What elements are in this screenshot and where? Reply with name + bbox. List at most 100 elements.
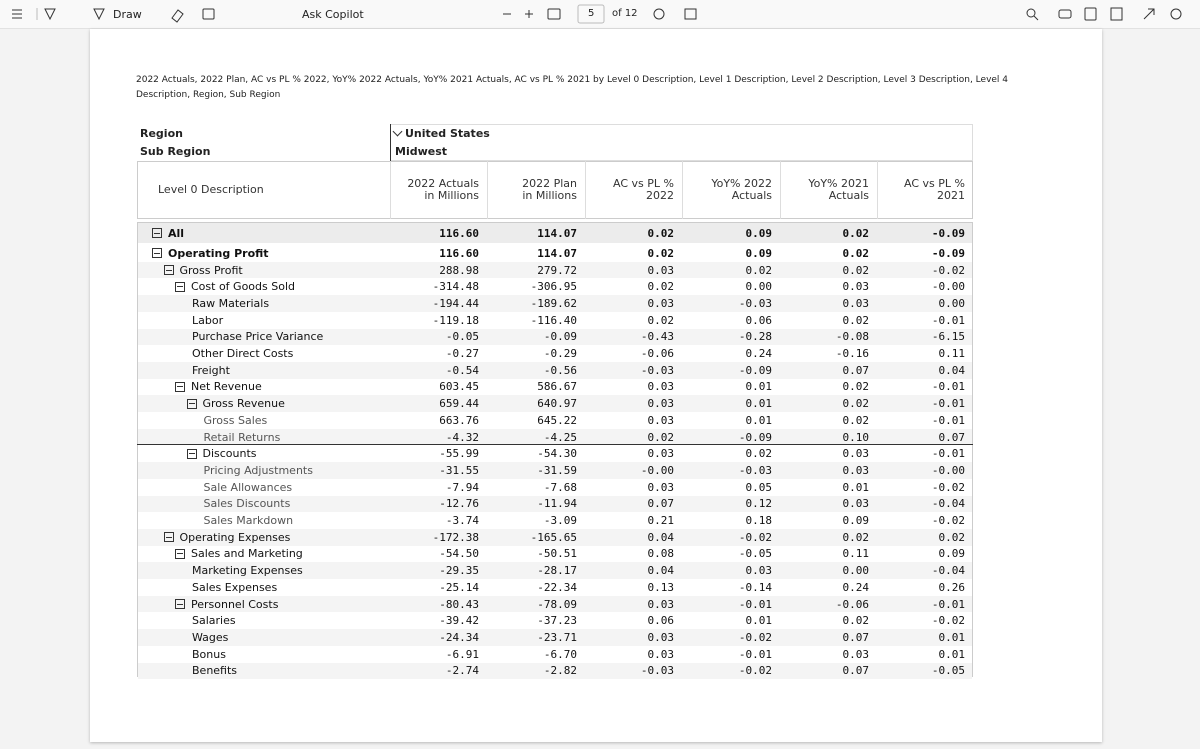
cell-value: -78.09 (537, 597, 577, 611)
toggle-icon (152, 248, 162, 259)
cell-value: 0.03 (647, 447, 675, 461)
cell-value: -0.04 (931, 564, 965, 578)
toggle-icon (186, 398, 197, 409)
cell-value: -0.09 (931, 226, 965, 240)
column-divider (877, 161, 878, 219)
cell-value: 0.09 (938, 547, 966, 561)
row-shade (138, 629, 972, 646)
cell-value: 0.02 (647, 246, 675, 260)
toggle-icon (163, 532, 174, 543)
header-box (137, 161, 973, 219)
cell-value: 0.07 (842, 664, 870, 678)
row-label: Benefits (192, 664, 238, 678)
cell-value: 0.02 (647, 313, 675, 327)
toggle-icon (175, 599, 185, 610)
cell-value: -0.01 (931, 380, 965, 394)
cell-value: 0.09 (745, 246, 773, 260)
toggle-icon (163, 265, 174, 276)
cell-value: 659.44 (439, 397, 479, 411)
cell-value: -0.02 (931, 614, 965, 628)
cell-value: -0.03 (738, 463, 772, 477)
cell-value: -31.59 (537, 463, 577, 477)
row-label: Salaries (192, 614, 236, 628)
cell-value: 0.03 (647, 597, 675, 611)
copilot-button[interactable]: Ask Copilot (302, 8, 364, 21)
cell-value: -0.05 (931, 664, 965, 678)
cell-value: 0.07 (842, 630, 870, 644)
cell-value: 0.04 (938, 363, 966, 377)
row-label: Raw Materials (192, 296, 270, 310)
row-label: Bonus (192, 647, 226, 661)
cell-value: -37.23 (537, 614, 577, 628)
cell-value: -172.38 (432, 530, 479, 544)
cell-value: -54.30 (537, 447, 577, 461)
cell-value: -0.01 (738, 647, 772, 661)
region-value: United States (405, 126, 490, 140)
cell-value: -0.14 (738, 580, 772, 594)
cell-value: -2.82 (543, 664, 577, 678)
cell-value: 0.09 (842, 514, 870, 528)
cell-value: 0.02 (842, 246, 870, 260)
cell-value: 603.45 (439, 380, 479, 394)
row-shade (138, 361, 972, 379)
cell-value: 0.24 (842, 580, 870, 594)
cell-value: -0.56 (543, 363, 577, 377)
cell-value: -0.03 (640, 363, 674, 377)
cell-value: -4.32 (445, 430, 479, 444)
toolbar-icons (12, 4, 1182, 24)
row-shade (138, 328, 972, 346)
cell-value: -0.01 (931, 597, 965, 611)
cell-value: -0.29 (543, 347, 577, 361)
cell-value: 0.09 (745, 226, 773, 240)
cell-value: -0.16 (835, 347, 869, 361)
cell-value: 0.03 (842, 280, 870, 294)
cell-value: 0.12 (745, 497, 773, 511)
cell-value: 0.26 (938, 580, 966, 594)
divider (390, 124, 391, 161)
row-label: Freight (192, 363, 230, 377)
section-line (137, 444, 973, 446)
cell-value: -0.02 (738, 630, 772, 644)
cell-value: 0.07 (938, 430, 966, 444)
cell-value: 0.02 (745, 447, 773, 461)
page-number[interactable]: 5 (588, 8, 595, 19)
cell-value: -0.02 (738, 530, 772, 544)
cell-value: 0.00 (938, 296, 966, 310)
cell-value: 0.03 (647, 380, 675, 394)
cell-value: 0.03 (842, 463, 870, 477)
cell-value: -22.34 (537, 580, 577, 594)
cell-value: 0.04 (647, 564, 675, 578)
cell-value: -0.02 (738, 664, 772, 678)
cell-value: 0.03 (647, 263, 675, 277)
row-label: Gross Revenue (202, 397, 285, 411)
cell-value: -0.54 (445, 363, 479, 377)
cell-value: 645.22 (537, 413, 577, 427)
cell-value: 0.03 (842, 447, 870, 461)
cell-value: 0.02 (842, 380, 870, 394)
cell-value: 0.10 (842, 430, 870, 444)
cell-value: -50.51 (537, 547, 577, 561)
cell-value: 0.01 (842, 480, 870, 494)
row-shade (138, 495, 972, 513)
cell-value: -0.01 (931, 413, 965, 427)
column-header: YoY% 2021 Actuals (808, 177, 869, 202)
row-label: Gross Profit (179, 263, 243, 277)
column-divider (585, 161, 586, 219)
row-label: Sales Discounts (203, 497, 291, 511)
cell-value: 0.01 (745, 413, 773, 427)
row-shade (138, 428, 972, 446)
cell-value: 0.03 (647, 480, 675, 494)
column-divider (390, 161, 391, 219)
cell-value: 0.06 (647, 614, 675, 628)
cell-value: 0.02 (842, 397, 870, 411)
draw-button[interactable]: Draw (113, 8, 142, 21)
subregion-label: Sub Region (140, 145, 211, 158)
column-header: Level 0 Description (158, 183, 264, 196)
cell-value: -0.00 (931, 463, 965, 477)
cell-value: -23.71 (537, 630, 577, 644)
cell-value: 0.08 (647, 547, 675, 561)
cell-value: 0.11 (938, 347, 966, 361)
toggle-icon (175, 548, 185, 559)
cell-value: -0.05 (445, 330, 479, 344)
cell-value: -194.44 (432, 296, 479, 310)
